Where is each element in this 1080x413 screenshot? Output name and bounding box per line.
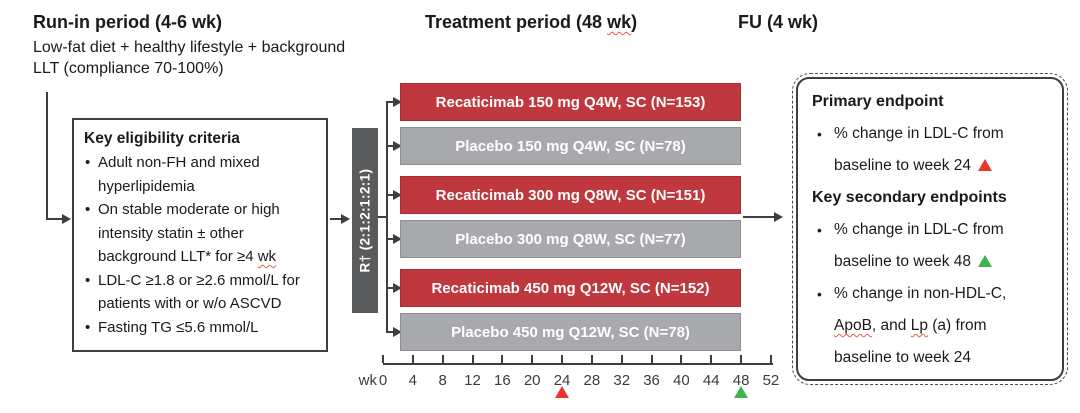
axis-unit-label: wk	[358, 372, 377, 389]
axis-tick	[650, 355, 653, 363]
axis-tick	[740, 355, 743, 363]
axis-tick	[471, 355, 474, 363]
axis-tick-label: 12	[464, 372, 481, 389]
placebo-arm-bar: Placebo 150 mg Q4W, SC (N=78)	[400, 127, 741, 165]
endpoint-bullet: % change in LDL-C from baseline to week …	[812, 118, 1048, 182]
endpoints-box-inner: Primary endpoint % change in LDL-C from b…	[796, 77, 1064, 381]
runin-period-title: Run-in period (4-6 wk)	[33, 12, 222, 32]
axis-tick	[382, 355, 384, 363]
axis-tick	[561, 355, 564, 363]
axis-tick	[769, 355, 772, 363]
axis-tick-label: 44	[702, 372, 720, 389]
branch-line	[386, 238, 394, 240]
arrowhead-into-eligibility-box	[62, 214, 71, 224]
endpoint-bullet: % change in LDL-C from baseline to week …	[812, 214, 1048, 278]
treatment-arm-bar: Recaticimab 150 mg Q4W, SC (N=153)	[400, 83, 741, 121]
connector-eligibility-to-randomization	[330, 218, 342, 220]
branch-line	[386, 194, 394, 196]
eligibility-criteria-box: Key eligibility criteria Adult non-FH an…	[72, 118, 328, 352]
axis-tick	[411, 355, 414, 363]
axis-tick-label: 0	[378, 372, 388, 389]
eligibility-title: Key eligibility criteria	[84, 130, 240, 147]
placebo-arm-bar: Placebo 450 mg Q12W, SC (N=78)	[400, 313, 741, 351]
arrowhead-into-arm	[393, 190, 402, 200]
branch-line	[386, 101, 394, 103]
arrowhead-into-arm	[393, 283, 402, 293]
axis-tick-label: 8	[438, 372, 447, 389]
arrowhead-into-arm	[393, 234, 402, 244]
axis-tick-label: 20	[523, 372, 541, 389]
axis-tick-label: 24	[553, 372, 571, 389]
green-triangle-icon	[978, 255, 993, 267]
axis-tick-label: 32	[613, 372, 631, 389]
axis-tick-label: 4	[408, 372, 417, 389]
axis-tick	[531, 355, 534, 363]
treatment-arm-bar: Recaticimab 450 mg Q12W, SC (N=152)	[400, 269, 741, 307]
branch-line	[386, 331, 394, 333]
arrowhead-into-arm	[393, 141, 402, 151]
treatment-period-title: Treatment period (48 wk)	[425, 12, 638, 32]
axis-tick-label: 28	[583, 372, 601, 389]
connector-runin-elbow-horizontal	[46, 218, 63, 220]
arrowhead-into-arm	[393, 327, 402, 337]
treatment-arm-bar: Recaticimab 300 mg Q8W, SC (N=151)	[400, 176, 741, 214]
connector-arms-to-endpoints	[743, 216, 775, 218]
arrowhead-into-arm	[393, 97, 402, 107]
eligibility-bullet: Adult non-FH and mixed hyperlipidemia	[84, 151, 318, 198]
axis-tick-label: 16	[494, 372, 511, 389]
connector-randomization-to-branch	[378, 216, 387, 218]
eligibility-bullet-list: Adult non-FH and mixed hyperlipidemiaOn …	[84, 151, 318, 339]
branch-trunk-line	[386, 101, 388, 333]
axis-tick	[590, 355, 593, 363]
runin-period-subtitle: Low-fat diet + healthy lifestyle + backg…	[33, 39, 346, 77]
arrowhead-into-randomization	[341, 214, 350, 224]
axis-tick-label: 36	[643, 372, 660, 389]
axis-tick	[620, 355, 623, 363]
followup-period-title: FU (4 wk)	[738, 12, 819, 32]
axis-tick	[441, 355, 444, 363]
branch-line	[386, 287, 394, 289]
eligibility-bullet: Fasting TG ≤5.6 mmol/L	[84, 316, 318, 340]
arrowhead-into-endpoints	[774, 212, 783, 222]
endpoint-section-title: Primary endpoint	[812, 93, 944, 110]
axis-baseline	[383, 363, 773, 365]
connector-runin-elbow-vertical	[46, 92, 48, 220]
branch-line	[386, 145, 394, 147]
endpoint-bullet: % change in non-HDL-C, ApoB, and Lp (a) …	[812, 278, 1048, 374]
endpoints-content: Primary endpoint % change in LDL-C from b…	[812, 86, 1050, 374]
axis-tick-label: 52	[762, 372, 780, 389]
red-triangle-icon	[978, 159, 993, 171]
randomization-bar: R† (2:1:2:1:2:1)	[352, 128, 378, 313]
eligibility-bullet: On stable moderate or high intensity sta…	[84, 198, 318, 269]
axis-tick	[680, 355, 683, 363]
axis-tick-label: 40	[673, 372, 690, 389]
placebo-arm-bar: Placebo 300 mg Q8W, SC (N=77)	[400, 220, 741, 258]
endpoints-box: Primary endpoint % change in LDL-C from b…	[792, 73, 1068, 385]
axis-tick	[501, 355, 504, 363]
eligibility-bullet: LDL-C ≥1.8 or ≥2.6 mmol/L for patients w…	[84, 269, 318, 316]
green-triangle-marker	[734, 386, 749, 398]
endpoint-section-title: Key secondary endpoints	[812, 189, 1007, 206]
randomization-label: R† (2:1:2:1:2:1)	[357, 168, 373, 273]
axis-tick	[710, 355, 713, 363]
red-triangle-marker	[555, 386, 570, 398]
axis-tick-label: 48	[732, 372, 750, 389]
